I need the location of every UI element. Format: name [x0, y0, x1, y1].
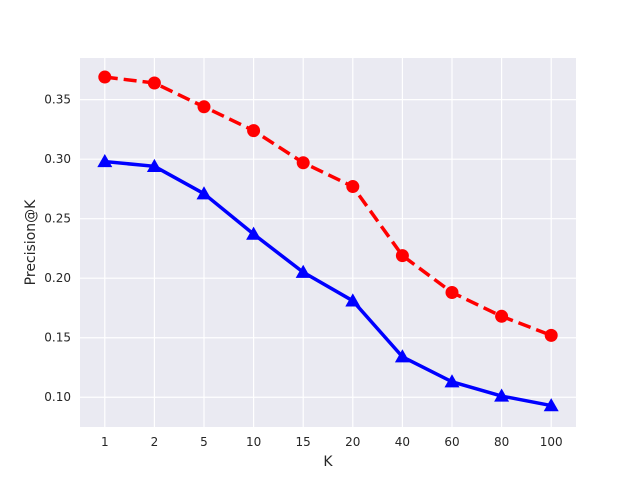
- series-0-point: [247, 124, 261, 138]
- y-tick-label: 0.10: [44, 390, 71, 404]
- plot-area: [80, 58, 576, 427]
- series-1-point: [196, 186, 212, 200]
- series-0-line: [104, 75, 552, 337]
- series-0-point: [98, 70, 112, 84]
- x-tick-label: 80: [494, 435, 509, 449]
- y-tick-label: 0.30: [44, 152, 71, 166]
- x-tick-label: 15: [296, 435, 311, 449]
- x-tick-label: 100: [540, 435, 563, 449]
- x-tick-label: 60: [444, 435, 459, 449]
- x-tick-label: 2: [151, 435, 159, 449]
- series-0-point: [197, 100, 211, 114]
- series-1-point: [246, 226, 262, 240]
- series-1-point: [494, 388, 510, 402]
- x-tick-label: 1: [101, 435, 109, 449]
- series-0-point: [395, 249, 409, 263]
- y-tick-label: 0.25: [44, 212, 71, 226]
- x-tick-label: 5: [200, 435, 208, 449]
- x-axis-ticks: 1 2 5 10 15 20 40 60 80 100: [101, 435, 563, 449]
- y-axis-ticks: 0.10 0.15 0.20 0.25 0.30 0.35: [44, 93, 71, 405]
- x-tick-label: 40: [395, 435, 410, 449]
- x-tick-label: 20: [345, 435, 360, 449]
- grid: [80, 58, 576, 427]
- series-0-point: [495, 309, 509, 323]
- series-1-point: [295, 264, 311, 278]
- series-1-point: [543, 398, 559, 412]
- series-1-point: [394, 349, 410, 363]
- y-axis-label: Precision@K: [23, 199, 39, 285]
- series-1-point: [97, 154, 113, 168]
- series-0-point: [445, 285, 459, 299]
- y-tick-label: 0.15: [44, 331, 71, 345]
- x-axis-label: K: [323, 454, 333, 470]
- x-tick-label: 10: [246, 435, 261, 449]
- series-group: [97, 70, 559, 412]
- series-1-point: [345, 293, 361, 307]
- series-0-point: [346, 180, 360, 194]
- y-tick-label: 0.20: [44, 271, 71, 285]
- series-0-point: [147, 76, 161, 90]
- series-1-point: [444, 374, 460, 388]
- series-1-line: [104, 159, 552, 408]
- y-tick-label: 0.35: [44, 93, 71, 107]
- series-0-point: [544, 328, 558, 342]
- series-1-point: [146, 158, 162, 172]
- series-0-point: [296, 156, 310, 170]
